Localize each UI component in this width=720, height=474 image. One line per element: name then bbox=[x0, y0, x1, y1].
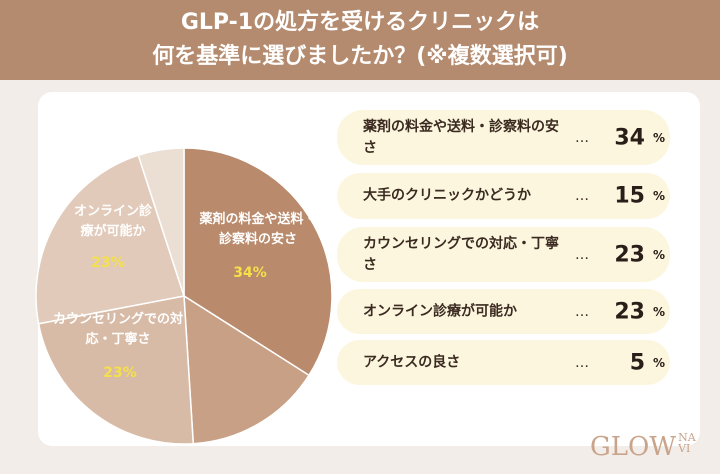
slice-value-unit: % bbox=[110, 255, 125, 271]
slice-value-number: 23 bbox=[91, 255, 111, 271]
pie-slice bbox=[37, 295, 195, 445]
legend-unit: % bbox=[653, 355, 666, 370]
logo-sub-bottom: VI bbox=[678, 442, 691, 455]
legend-leader: … bbox=[575, 246, 589, 263]
slice-value: 23% bbox=[90, 354, 150, 384]
legend-label: カウンセリングでの対応・丁寧さ bbox=[363, 235, 559, 273]
legend-leader: … bbox=[575, 303, 589, 320]
slice-value-unit: % bbox=[122, 365, 137, 381]
slice-value-number: 34 bbox=[233, 265, 253, 281]
legend-leader: … bbox=[575, 129, 589, 146]
legend-unit: % bbox=[653, 130, 666, 145]
legend-leader: … bbox=[575, 354, 589, 371]
slice-label: オンライン診療が可能か bbox=[73, 204, 152, 239]
legend-row: カウンセリングでの対応・丁寧さ … 23% bbox=[337, 227, 670, 282]
legend-unit: % bbox=[653, 189, 666, 203]
legend-value: 34 bbox=[614, 125, 645, 150]
pie-slice bbox=[137, 147, 185, 297]
legend-label: アクセスの良さ bbox=[363, 354, 461, 370]
legend-row: オンライン診療が可能か … 23% bbox=[337, 289, 670, 334]
legend-value: 23 bbox=[614, 299, 645, 324]
slice-value-unit: % bbox=[252, 265, 267, 281]
legend-value: 5 bbox=[629, 350, 645, 375]
legend-unit: % bbox=[653, 304, 666, 319]
legend-label: 薬剤の料金や送料・診察料の安さ bbox=[363, 118, 559, 156]
logo-main: GLOW bbox=[590, 432, 677, 462]
slice-value-number: 23 bbox=[103, 365, 123, 381]
slice-label: カウンセリングでの対応・丁寧さ bbox=[52, 312, 183, 347]
legend-unit: % bbox=[653, 247, 666, 262]
title-line: 何を基準に選びましたか？(※複数選択可) bbox=[152, 44, 568, 69]
legend-row: 大手のクリニックかどうか … 15% bbox=[337, 173, 670, 219]
title-line: GLP-1の処方を受けるクリニックは bbox=[180, 10, 540, 35]
header: GLP-1の処方を受けるクリニックは 何を基準に選びましたか？(※複数選択可) bbox=[0, 0, 720, 80]
logo: GLOW NA VI bbox=[590, 432, 696, 462]
legend-value: 23 bbox=[614, 242, 645, 267]
pie-slice bbox=[35, 154, 185, 325]
slice-value: 23% bbox=[78, 244, 138, 274]
legend-value: 15 bbox=[614, 183, 645, 209]
legend-row: アクセスの良さ … 5% bbox=[337, 340, 670, 385]
slice-value: 34% bbox=[220, 254, 280, 284]
logo-sub-top: NA bbox=[678, 431, 696, 444]
logo-sub: NA VI bbox=[678, 432, 696, 454]
legend-leader: … bbox=[575, 188, 589, 204]
legend-label: オンライン診療が可能か bbox=[363, 303, 517, 319]
legend-label: 大手のクリニックかどうか bbox=[363, 187, 531, 204]
pie-slice bbox=[183, 294, 310, 445]
slice-label: 薬剤の料金や送料・診察料の安さ bbox=[199, 212, 317, 247]
pie-slice bbox=[183, 147, 333, 377]
legend-row: 薬剤の料金や送料・診察料の安さ … 34% bbox=[337, 110, 670, 165]
